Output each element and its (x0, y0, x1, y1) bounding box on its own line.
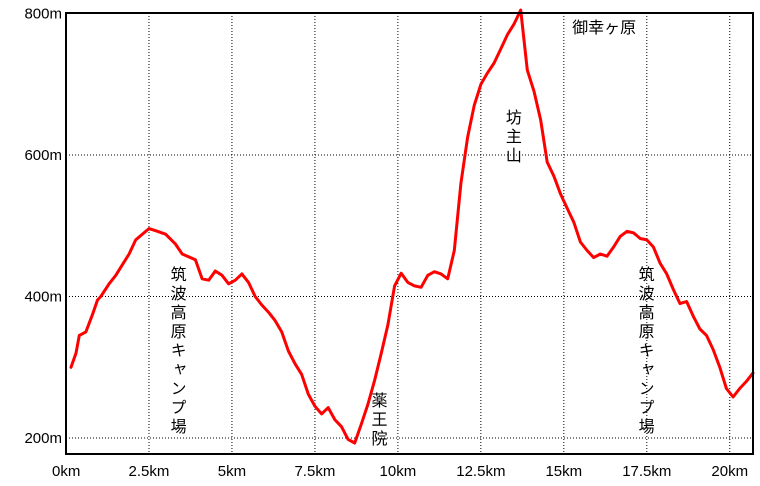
place-label: 御幸ヶ原 (572, 18, 636, 37)
y-tick-label: 200m (24, 430, 62, 447)
x-tick-label: 15km (545, 463, 582, 480)
place-label: 薬王院 (368, 392, 387, 449)
x-axis-tick-labels: 0km 2.5km 5km 7.5km 10km 12.5km 15km 17.5km 20km (52, 463, 748, 480)
y-tick-label: 400m (24, 289, 62, 306)
x-tick-label: 20km (711, 463, 748, 480)
x-tick-label: 7.5km (294, 463, 335, 480)
x-tick-label: 5km (218, 463, 246, 480)
plot-background (66, 13, 753, 454)
plot-frame (65, 12, 754, 455)
place-annotations: 筑波高原キャンプ場薬王院 坊主山 御幸ヶ原筑波高原キャンプ場 (168, 18, 655, 449)
y-tick-label: 600m (24, 147, 62, 164)
y-tick-label: 800m (24, 6, 62, 23)
x-tick-label: 2.5km (129, 463, 170, 480)
x-tick-label: 0km (52, 463, 80, 480)
place-label: 坊主山 (503, 109, 522, 166)
place-label: 筑波高原キャンプ場 (168, 266, 187, 437)
x-tick-label: 10km (380, 463, 417, 480)
x-tick-label: 17.5km (622, 463, 671, 480)
place-label: 筑波高原キャンプ場 (636, 266, 655, 437)
elevation-series-line (69, 8, 755, 445)
x-tick-label: 12.5km (456, 463, 505, 480)
y-axis-tick-labels: 200m 400m 600m 800m (24, 6, 62, 448)
